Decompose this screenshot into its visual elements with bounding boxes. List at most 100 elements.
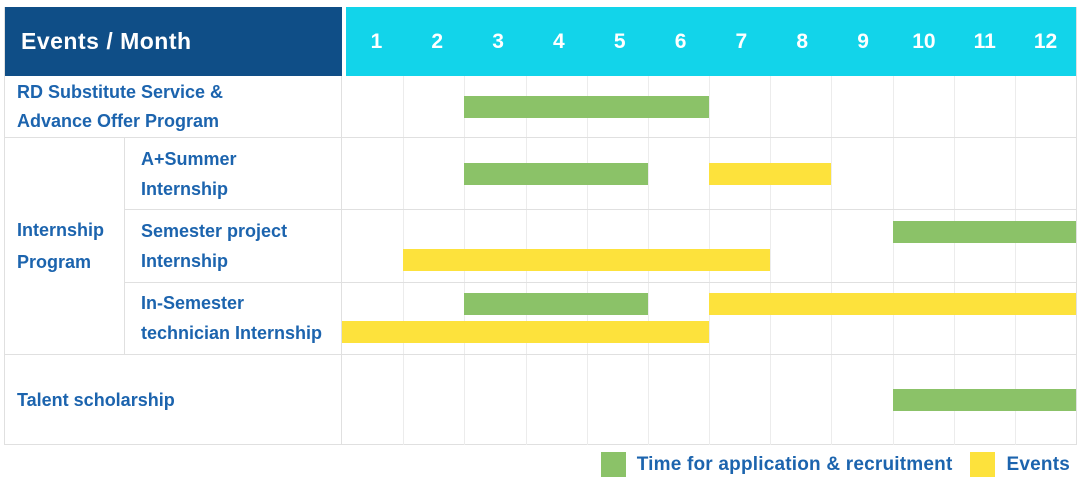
month-gridline (831, 76, 833, 137)
month-gridline (464, 355, 466, 445)
month-header-8: 8 (796, 29, 809, 53)
month-header-7: 7 (735, 29, 748, 53)
month-gridline (403, 210, 405, 282)
legend-item-application-recruitment: Time for application & recruitment (600, 452, 953, 477)
month-header-11: 11 (973, 29, 996, 53)
row-label-line: Advance Offer Program (17, 110, 220, 131)
gantt-bar-green-m10-m12 (892, 220, 1076, 243)
month-gridline (586, 210, 588, 282)
legend-swatch-yellow (970, 452, 996, 477)
month-gridline (709, 210, 710, 282)
table-row-semester-project-internship: Semester project Internship (125, 210, 1076, 283)
month-header-10: 10 (912, 29, 936, 53)
row-label-line: RD Substitute Service & (17, 81, 224, 102)
row-label-line: Program (17, 252, 92, 272)
month-header-strip: 1 2 3 4 5 6 7 8 9 10 11 12 (342, 7, 1076, 76)
month-header-1: 1 (370, 29, 383, 53)
month-gridline (525, 210, 527, 282)
gantt-bar-green-m3-m5 (464, 293, 648, 316)
month-gridline (770, 355, 772, 445)
gantt-bar-yellow-m7-m12 (709, 293, 1076, 316)
month-header-4: 4 (553, 29, 565, 53)
gantt-bar-yellow-m1-m6 (342, 321, 709, 344)
row-label-in-semester-technician-internship: In-Semester technician Internship (125, 282, 342, 354)
month-gridline (1014, 76, 1016, 137)
month-gridline (1014, 138, 1016, 210)
month-gridline (647, 355, 649, 445)
internship-subrows: A+Summer Internship Semester project Int… (125, 138, 1076, 354)
chart-area-talent-scholarship (342, 355, 1076, 445)
legend-label-events: Events (1006, 453, 1070, 475)
month-gridline (831, 355, 833, 445)
month-header-9: 9 (857, 29, 869, 53)
legend-label-application-recruitment: Time for application & recruitment (636, 453, 953, 475)
events-month-header-label: Events / Month (21, 28, 192, 54)
row-label-line: Internship (141, 178, 229, 199)
chart-area-semester-project-internship (342, 210, 1076, 282)
month-gridline (770, 76, 772, 137)
month-gridline (647, 282, 649, 354)
month-gridline (770, 282, 772, 354)
row-label-rd-substitute: RD Substitute Service & Advance Offer Pr… (5, 76, 342, 137)
chart-area-rd-substitute (342, 76, 1076, 137)
table-row-group-internship-program: Internship Program A+Summer Internship S… (5, 138, 1076, 355)
row-label-line: Talent scholarship (17, 389, 175, 410)
gantt-bar-green-m10-m12 (892, 389, 1076, 411)
table-header-row: Events / Month 1 2 3 4 5 6 7 8 9 10 11 12 (5, 7, 1076, 76)
month-gridline (403, 282, 405, 354)
month-gridline (586, 282, 588, 354)
month-gridline (831, 210, 833, 282)
month-gridline (464, 282, 466, 354)
month-gridline (892, 282, 894, 354)
month-gridline (525, 282, 527, 354)
row-label-line: Internship (141, 250, 229, 271)
month-header-5: 5 (613, 29, 626, 53)
month-gridline (403, 355, 405, 445)
table-row-talent-scholarship: Talent scholarship (5, 355, 1076, 445)
row-label-internship-program: Internship Program (5, 138, 125, 354)
chart-area-in-semester-technician-internship (342, 282, 1076, 354)
gantt-bar-green-m3-m6 (464, 95, 709, 118)
gantt-bar-green-m3-m5 (464, 162, 648, 185)
month-gridline (953, 282, 955, 354)
month-gridline (647, 138, 649, 210)
row-label-line: Semester project (141, 220, 288, 241)
month-gridline (709, 355, 710, 445)
row-label-line: In-Semester (141, 293, 245, 314)
row-label-semester-project-internship: Semester project Internship (125, 210, 342, 282)
gantt-bar-yellow-m7-m8 (709, 162, 832, 185)
month-gridline (709, 282, 710, 354)
legend-item-events: Events (970, 452, 1070, 477)
row-label-talent-scholarship: Talent scholarship (5, 355, 342, 445)
month-gridline (770, 210, 772, 282)
table-row-a-summer-internship: A+Summer Internship (125, 138, 1076, 211)
month-gridline (892, 210, 894, 282)
month-gridline (464, 210, 466, 282)
row-label-line: Internship (17, 220, 105, 240)
events-month-table: Events / Month 1 2 3 4 5 6 7 8 9 10 11 12 RD Substi… (4, 7, 1077, 445)
month-gridline (709, 76, 710, 137)
month-gridline (831, 138, 833, 210)
chart-area-a-summer-internship (342, 138, 1076, 210)
table-row-in-semester-technician-internship: In-Semester technician Internship (125, 282, 1076, 354)
table-row-rd-substitute: RD Substitute Service & Advance Offer Pr… (5, 76, 1076, 138)
month-gridline (892, 76, 894, 137)
month-gridline (586, 355, 588, 445)
month-gridline (953, 76, 955, 137)
events-month-header-cell: Events / Month (5, 7, 342, 76)
month-gridline (831, 282, 833, 354)
month-header-3: 3 (492, 29, 504, 53)
month-gridline (403, 138, 405, 210)
legend-swatch-green (600, 452, 626, 477)
month-gridline (892, 138, 894, 210)
month-header-12: 12 (1033, 29, 1058, 53)
month-header-6: 6 (674, 29, 687, 53)
legend: Time for application & recruitment Event… (600, 452, 1070, 477)
row-label-a-summer-internship: A+Summer Internship (125, 138, 342, 210)
gantt-bar-yellow-m2-m7 (403, 248, 771, 271)
month-gridline (1014, 210, 1016, 282)
month-gridline (647, 210, 649, 282)
month-gridline (1014, 282, 1016, 354)
month-gridline (953, 210, 955, 282)
